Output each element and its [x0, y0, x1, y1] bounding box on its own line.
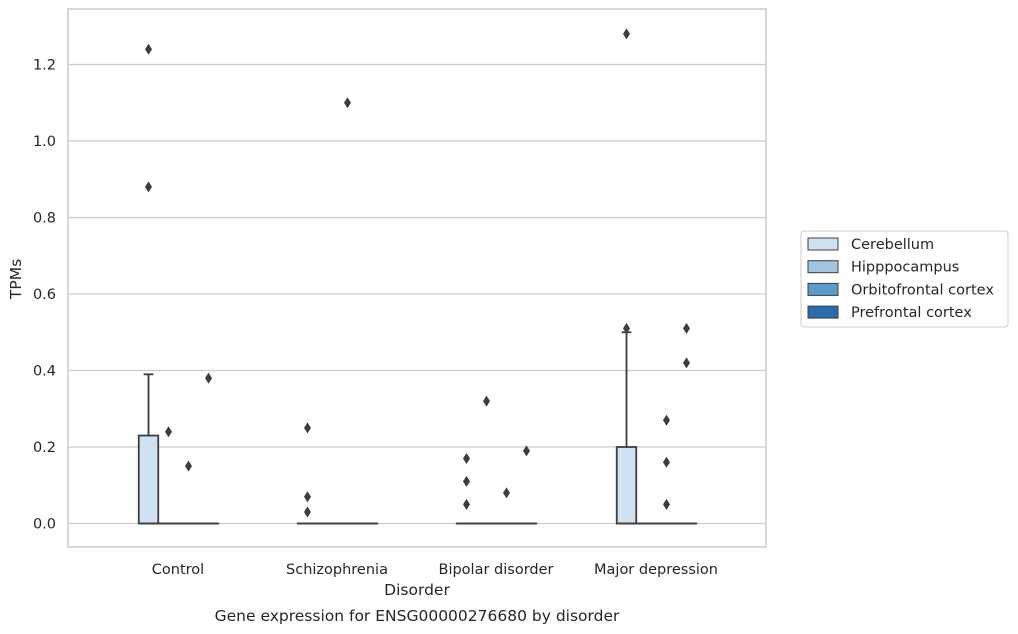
- plot-frame: [67, 8, 767, 548]
- y-tick-label: 0.6: [33, 287, 56, 303]
- figure-caption: Gene expression for ENSG00000276680 by d…: [215, 607, 620, 625]
- y-tick-label: 1.2: [33, 58, 56, 74]
- outlier-point: [304, 506, 311, 518]
- outlier-point: [185, 460, 192, 472]
- outlier-point: [145, 181, 152, 193]
- box-body: [615, 446, 638, 525]
- legend-label: Orbitofrontal cortex: [851, 282, 994, 298]
- y-tick-label: 0.0: [33, 517, 56, 533]
- outlier-point: [663, 414, 670, 426]
- outlier-point: [523, 445, 530, 457]
- outlier-point: [483, 395, 490, 407]
- x-axis-title: Disorder: [384, 581, 450, 599]
- outlier-point: [304, 422, 311, 434]
- legend-item: Prefrontal cortex: [807, 305, 972, 321]
- legend-swatch: [807, 282, 839, 296]
- legend-label: Hipppocampus: [851, 260, 959, 276]
- x-tick-label: Major depression: [594, 562, 718, 578]
- y-tick-label: 0.2: [33, 440, 56, 456]
- box-body: [137, 434, 160, 525]
- x-tick-label: Schizophrenia: [286, 562, 388, 578]
- box-plots: [137, 331, 698, 525]
- y-tick-label: 0.8: [33, 211, 56, 227]
- y-tick-label: 1.0: [33, 134, 56, 150]
- outlier-point: [623, 28, 630, 40]
- outlier-point: [463, 498, 470, 510]
- x-axis-ticks: Control Schizophrenia Bipolar disorder Majo…: [152, 562, 718, 578]
- outlier-point: [344, 97, 351, 109]
- y-axis-ticks: 0.0 0.2 0.4 0.6 0.8 1.0 1.2: [33, 58, 56, 533]
- box-cerebellum: [137, 373, 160, 525]
- legend-swatch: [807, 305, 839, 319]
- outlier-point: [145, 43, 152, 55]
- legend: Cerebellum Hipppocampus Orbitofrontal cort…: [800, 230, 1009, 328]
- gridlines: [68, 63, 766, 525]
- legend-item: Hipppocampus: [807, 260, 959, 276]
- outlier-point: [503, 487, 510, 499]
- x-tick-label: Bipolar disorder: [439, 562, 554, 578]
- legend-label: Prefrontal cortex: [851, 305, 972, 321]
- outlier-point: [663, 456, 670, 468]
- outlier-point: [165, 426, 172, 438]
- y-tick-label: 0.4: [33, 364, 56, 380]
- outlier-point: [663, 498, 670, 510]
- outlier-point: [463, 452, 470, 464]
- outlier-point: [683, 322, 690, 334]
- legend-item: Cerebellum: [807, 237, 934, 253]
- legend-swatch: [807, 237, 839, 251]
- box-cerebellum: [615, 331, 638, 525]
- legend-item: Orbitofrontal cortex: [807, 282, 994, 298]
- outlier-point: [463, 475, 470, 487]
- outlier-point: [205, 372, 212, 384]
- outlier-point: [304, 491, 311, 503]
- legend-frame: [800, 230, 1009, 328]
- legend-label: Cerebellum: [851, 237, 934, 253]
- legend-swatch: [807, 260, 839, 274]
- y-axis-title: TPMs: [7, 259, 25, 300]
- x-tick-label: Control: [152, 562, 204, 578]
- outlier-point: [623, 322, 630, 334]
- outlier-point: [683, 357, 690, 369]
- outlier-points: [145, 28, 690, 518]
